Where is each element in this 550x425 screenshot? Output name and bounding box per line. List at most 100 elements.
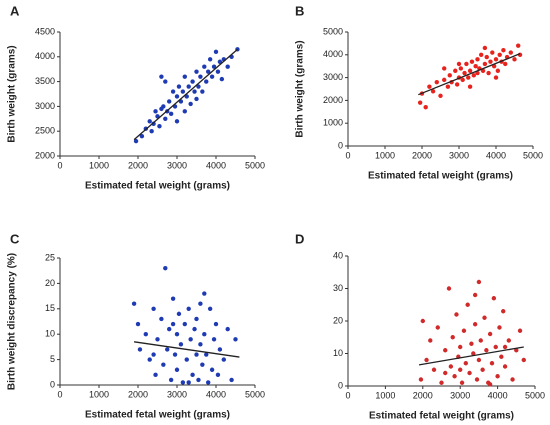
point	[521, 357, 526, 363]
point	[163, 116, 168, 122]
point	[225, 326, 230, 332]
point	[161, 104, 166, 109]
point	[163, 79, 168, 84]
x-tick-label: 1000	[89, 160, 109, 170]
y-tick-label: 4500	[35, 26, 55, 36]
x-tick-label: 3000	[449, 150, 469, 160]
point	[467, 370, 472, 376]
panel-label: B	[295, 3, 304, 18]
point	[443, 348, 448, 353]
point	[186, 380, 191, 385]
point	[172, 352, 178, 357]
point	[488, 59, 493, 64]
x-tick-label: 3000	[450, 390, 470, 400]
panel: B 0 1000 2000 3000 4000 5000 0 1000 2000 3000 4000 5…	[295, 3, 543, 181]
point	[517, 328, 523, 333]
point	[503, 61, 508, 67]
point	[221, 357, 226, 362]
y-tick-label: 0	[338, 140, 343, 150]
point	[215, 69, 221, 74]
x-tick-label: 1000	[375, 150, 395, 160]
point	[200, 89, 205, 94]
point	[484, 54, 489, 60]
point	[133, 138, 139, 144]
x-axis-title: Estimated fetal weight (grams)	[368, 171, 513, 182]
x-tick-label: 0	[345, 150, 350, 160]
point	[467, 68, 473, 73]
point	[453, 68, 458, 73]
point	[465, 302, 470, 307]
point	[167, 99, 172, 104]
point	[174, 367, 180, 372]
point	[490, 50, 495, 55]
point	[501, 48, 506, 53]
point	[514, 348, 519, 353]
x-tick-label: 0	[57, 160, 62, 170]
y-tick-label: 2000	[35, 150, 55, 160]
x-tick-label: 1000	[375, 390, 395, 400]
point	[516, 43, 521, 48]
x-axis-title: Estimated fetal weight (grams)	[369, 411, 514, 422]
x-tick-label: 1000	[89, 389, 109, 399]
point	[497, 52, 502, 57]
point	[184, 357, 189, 362]
y-tick-label: 5	[50, 354, 55, 364]
x-tick-label: 5000	[245, 160, 265, 170]
point	[482, 315, 487, 320]
point	[202, 64, 207, 69]
y-axis-title: Birth weight discrepancy (%)	[7, 253, 18, 390]
point	[482, 61, 488, 67]
point	[147, 119, 152, 124]
point	[233, 337, 238, 342]
point	[157, 124, 162, 129]
point	[435, 325, 440, 330]
y-tick-label: 4000	[35, 51, 55, 61]
point	[487, 382, 493, 387]
point	[159, 316, 164, 322]
x-tick-label: 5000	[523, 150, 543, 160]
panel: A 0 1000 2000 3000 4000 5000 2000 2500 3000 3500 40…	[7, 3, 265, 191]
y-tick-label: 0	[338, 380, 343, 390]
point	[493, 75, 499, 80]
point	[174, 332, 180, 337]
point	[180, 89, 186, 94]
point	[480, 367, 485, 372]
point	[186, 84, 191, 89]
x-tick-label: 3000	[167, 389, 187, 399]
point	[149, 129, 154, 134]
point	[176, 311, 182, 317]
point	[137, 347, 143, 352]
trend-line	[133, 48, 238, 141]
y-tick-label: 10	[333, 348, 343, 358]
point	[458, 367, 463, 372]
y-tick-label: 20	[333, 315, 343, 325]
point	[182, 109, 187, 114]
point	[163, 265, 168, 271]
panel-label: D	[295, 231, 304, 246]
point	[170, 89, 176, 94]
point	[420, 318, 425, 324]
point	[170, 321, 176, 327]
point	[442, 66, 447, 71]
point	[443, 370, 448, 376]
point	[459, 380, 465, 385]
point	[489, 361, 495, 366]
point	[207, 306, 213, 311]
point	[194, 316, 199, 322]
point	[484, 348, 489, 353]
point	[159, 74, 164, 79]
point	[448, 364, 454, 369]
y-tick-label: 20	[45, 278, 55, 288]
x-tick-label: 4000	[206, 389, 226, 399]
point	[466, 75, 471, 80]
point	[431, 367, 437, 372]
point	[192, 326, 197, 332]
point	[196, 377, 201, 383]
point	[215, 372, 221, 378]
point	[447, 73, 452, 78]
point	[153, 372, 158, 378]
x-tick-label: 2000	[128, 389, 148, 399]
y-tick-label: 30	[333, 283, 343, 293]
x-tick-label: 2000	[128, 160, 148, 170]
panel: D 0 1000 2000 3000 4000 5000 0 10 20 30 40 Estimated…	[295, 231, 545, 421]
